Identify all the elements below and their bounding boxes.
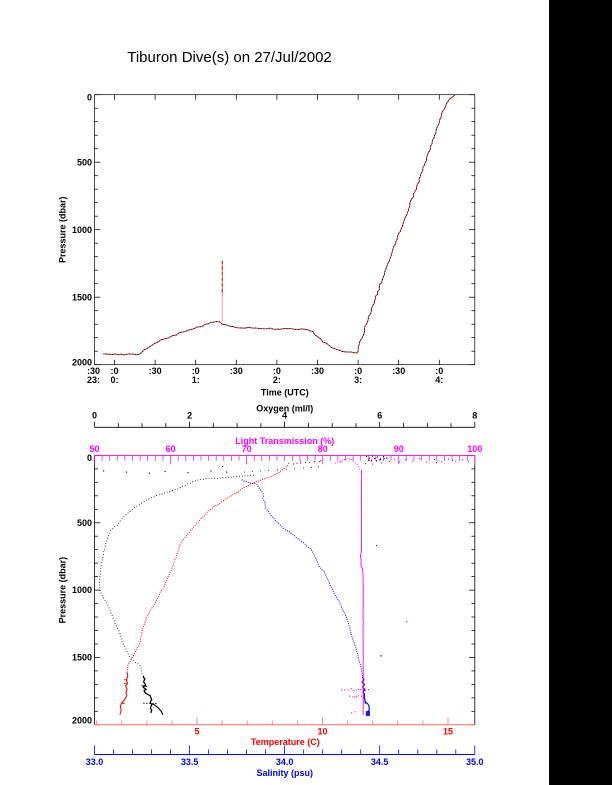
svg-text:70: 70 xyxy=(242,444,252,454)
svg-text:1:: 1: xyxy=(192,375,200,385)
svg-text:50: 50 xyxy=(89,444,99,454)
svg-text:3:: 3: xyxy=(354,375,362,385)
svg-text:34.5: 34.5 xyxy=(371,757,389,767)
svg-text::0: :0 xyxy=(110,366,118,376)
svg-text:0:: 0: xyxy=(110,375,118,385)
svg-text:4: 4 xyxy=(282,411,287,421)
svg-text:1000: 1000 xyxy=(72,585,92,595)
svg-text:33.0: 33.0 xyxy=(86,757,104,767)
svg-text::30: :30 xyxy=(149,366,162,376)
svg-text:Time (UTC): Time (UTC) xyxy=(261,387,309,397)
svg-text:8: 8 xyxy=(472,411,477,421)
svg-text::30: :30 xyxy=(311,366,324,376)
svg-text:80: 80 xyxy=(318,444,328,454)
svg-text:0: 0 xyxy=(87,92,92,102)
svg-text::0: :0 xyxy=(354,366,362,376)
svg-text:1500: 1500 xyxy=(72,292,92,302)
svg-text:6: 6 xyxy=(377,411,382,421)
svg-text::0: :0 xyxy=(273,366,281,376)
svg-text:Tiburon Dive(s) on 27/Jul/2002: Tiburon Dive(s) on 27/Jul/2002 xyxy=(127,49,332,66)
svg-text:1500: 1500 xyxy=(72,653,92,663)
svg-text:0: 0 xyxy=(92,411,97,421)
svg-text:60: 60 xyxy=(166,444,176,454)
svg-text:23:: 23: xyxy=(87,375,100,385)
svg-text:2000: 2000 xyxy=(72,716,92,726)
svg-text:0: 0 xyxy=(87,453,92,463)
svg-text:500: 500 xyxy=(77,157,92,167)
svg-text:Light Transmission (%): Light Transmission (%) xyxy=(235,436,334,446)
svg-text::30: :30 xyxy=(392,366,405,376)
svg-text:500: 500 xyxy=(77,518,92,528)
svg-text:Salinity (psu): Salinity (psu) xyxy=(257,768,314,778)
svg-text:34.0: 34.0 xyxy=(276,757,294,767)
svg-text:2: 2 xyxy=(187,411,192,421)
svg-text::0: :0 xyxy=(435,366,443,376)
svg-text:Pressure (dbar): Pressure (dbar) xyxy=(57,557,67,624)
svg-text:2000: 2000 xyxy=(72,358,92,368)
svg-text:2:: 2: xyxy=(273,375,281,385)
svg-text::30: :30 xyxy=(87,366,100,376)
svg-text:35.0: 35.0 xyxy=(466,757,484,767)
svg-text:Temperature (C): Temperature (C) xyxy=(251,737,320,747)
svg-text:10: 10 xyxy=(317,727,327,737)
svg-text:Pressure (dbar): Pressure (dbar) xyxy=(57,196,67,263)
svg-text:100: 100 xyxy=(467,444,482,454)
svg-text::30: :30 xyxy=(230,366,243,376)
svg-text:5: 5 xyxy=(194,727,199,737)
svg-text::0: :0 xyxy=(192,366,200,376)
svg-text:90: 90 xyxy=(394,444,404,454)
svg-text:1000: 1000 xyxy=(72,225,92,235)
svg-text:Oxygen (ml/l): Oxygen (ml/l) xyxy=(256,404,313,414)
svg-text:4:: 4: xyxy=(435,375,443,385)
svg-text:15: 15 xyxy=(443,727,453,737)
svg-text:33.5: 33.5 xyxy=(181,757,199,767)
